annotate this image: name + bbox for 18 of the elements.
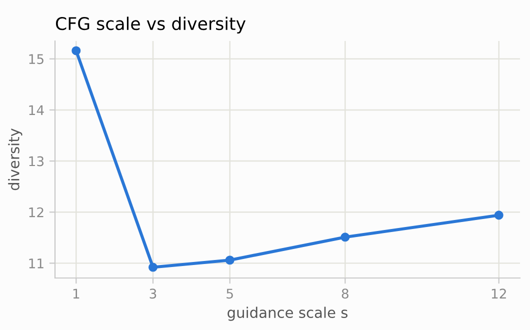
y-tick-label: 11 bbox=[29, 258, 44, 268]
y-axis-title: diversity bbox=[8, 128, 22, 190]
x-tick-label: 3 bbox=[150, 288, 156, 299]
point bbox=[148, 262, 158, 272]
y-tick-label: 13 bbox=[29, 156, 44, 166]
x-tick-label: 1 bbox=[73, 288, 80, 298]
x-tick-label: 5 bbox=[226, 288, 233, 299]
y-tick-label: 12 bbox=[29, 207, 44, 218]
x-axis-title: guidance scale s bbox=[228, 306, 348, 321]
x-tick-label: 8 bbox=[342, 288, 348, 299]
x-tick-label: 12 bbox=[492, 288, 506, 298]
y-tick-label: 15 bbox=[29, 54, 44, 64]
point bbox=[72, 46, 81, 56]
point bbox=[340, 232, 350, 242]
chart-title: CFG scale vs diversity bbox=[56, 16, 246, 34]
point bbox=[225, 256, 234, 265]
point bbox=[494, 210, 504, 220]
y-tick-label: 14 bbox=[29, 105, 44, 115]
